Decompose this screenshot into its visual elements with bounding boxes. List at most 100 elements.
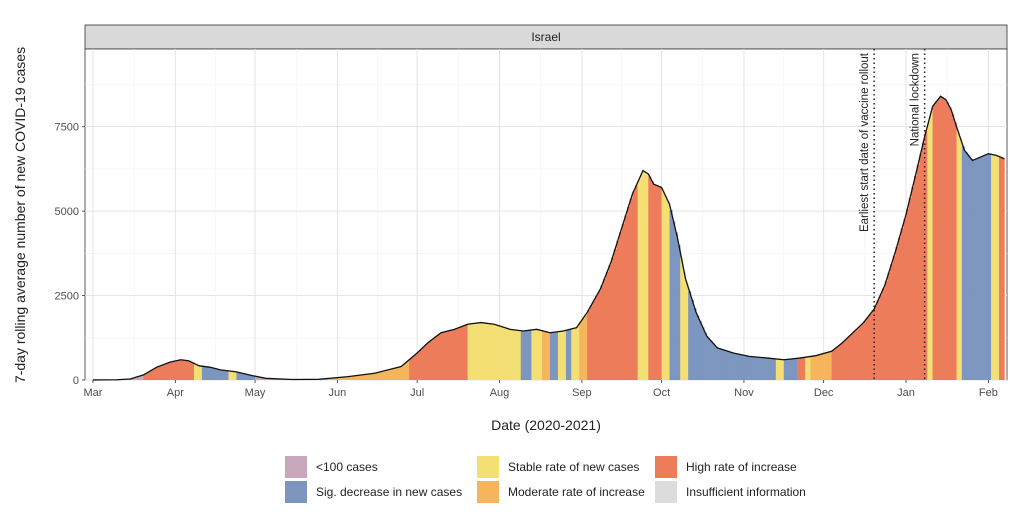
day-bar <box>146 372 150 380</box>
day-bar <box>531 329 535 380</box>
day-bar <box>831 350 835 380</box>
day-bar <box>257 376 261 380</box>
legend-label: Sig. decrease in new cases <box>316 485 462 499</box>
day-bar <box>140 375 144 380</box>
day-bar <box>414 354 418 380</box>
day-bar <box>762 357 766 380</box>
day-bar <box>369 373 373 380</box>
day-bar <box>805 357 809 380</box>
day-bar <box>518 330 522 380</box>
day-bar <box>579 321 583 380</box>
y-tick-label: 5000 <box>55 206 79 218</box>
day-bar <box>324 378 328 380</box>
day-bar <box>130 378 134 380</box>
day-bar <box>542 331 546 380</box>
legend-swatch <box>655 481 677 503</box>
day-bar <box>844 339 848 380</box>
day-bar <box>239 372 243 380</box>
day-bar <box>403 363 407 380</box>
day-bar <box>959 138 963 380</box>
day-bar <box>621 223 625 380</box>
day-bar <box>855 328 859 380</box>
day-bar <box>356 375 360 380</box>
day-bar <box>983 155 987 380</box>
day-bar <box>749 356 753 380</box>
day-bar <box>470 323 474 380</box>
day-bar <box>329 378 333 380</box>
day-bar <box>993 155 997 380</box>
day-bar <box>382 370 386 380</box>
day-bar <box>475 323 479 380</box>
day-bar <box>148 371 152 380</box>
day-bar <box>379 371 383 380</box>
day-bar <box>858 326 862 380</box>
day-bar <box>821 353 825 380</box>
day-bar <box>504 328 508 380</box>
day-bar <box>834 348 838 380</box>
day-bar <box>658 186 662 380</box>
day-bar <box>847 336 851 380</box>
day-bar <box>738 354 742 380</box>
day-bar <box>523 330 527 380</box>
day-bar <box>866 317 870 380</box>
day-bar <box>871 310 875 380</box>
day-bar <box>348 376 352 380</box>
day-bar <box>377 372 381 380</box>
day-bar <box>353 375 357 380</box>
plot-panel <box>84 48 1008 381</box>
legend: <100 cases Sig. decrease in new cases Stab… <box>285 456 806 503</box>
day-bar <box>929 111 933 380</box>
day-bar <box>828 351 832 380</box>
x-tick-label: Jun <box>329 387 347 399</box>
day-bar <box>589 305 593 380</box>
x-axis: Mar Apr May Jun Jul Aug Sep Oct Nov Dec Jan Feb <box>83 380 998 399</box>
day-bar <box>175 360 179 380</box>
day-bar <box>823 353 827 380</box>
day-bar <box>632 191 636 380</box>
day-bar <box>807 356 811 380</box>
day-bar <box>714 346 718 380</box>
annotation-label: Earliest start date of vaccine rollout <box>859 52 871 232</box>
day-bar <box>249 375 253 380</box>
day-bar <box>193 363 197 380</box>
day-bar <box>435 335 439 380</box>
day-bar <box>422 346 426 380</box>
day-bar <box>217 369 221 380</box>
day-bar <box>813 355 817 380</box>
day-bar <box>722 350 726 380</box>
day-bar <box>611 257 615 380</box>
day-bar <box>170 361 174 380</box>
day-bar <box>138 376 142 380</box>
day-bar <box>512 329 516 380</box>
day-bar <box>797 358 801 380</box>
day-bar <box>961 146 965 380</box>
day-bar <box>688 291 692 380</box>
day-bar <box>409 358 413 380</box>
x-tick-label: Mar <box>83 387 102 399</box>
day-bar <box>900 228 904 380</box>
day-bar <box>446 331 450 380</box>
day-bar <box>773 358 777 380</box>
category-bars <box>92 97 1005 381</box>
day-bar <box>340 377 344 380</box>
day-bar <box>648 176 652 380</box>
y-axis: 0 2500 5000 7500 <box>55 122 85 387</box>
day-bar <box>164 363 168 380</box>
day-bar <box>733 353 737 380</box>
day-bar <box>263 378 267 380</box>
day-bar <box>964 152 968 380</box>
day-bar <box>441 332 445 380</box>
legend-label: Stable rate of new cases <box>508 460 639 474</box>
day-bar <box>358 375 362 380</box>
x-tick-label: Oct <box>653 387 670 399</box>
x-tick-label: Sep <box>572 387 592 399</box>
day-bar <box>751 356 755 380</box>
day-bar <box>613 249 617 380</box>
day-bar <box>433 337 437 380</box>
day-bar <box>935 101 939 380</box>
day-bar <box>395 367 399 380</box>
day-bar <box>207 367 211 380</box>
day-bar <box>876 300 880 380</box>
day-bar <box>449 330 453 380</box>
